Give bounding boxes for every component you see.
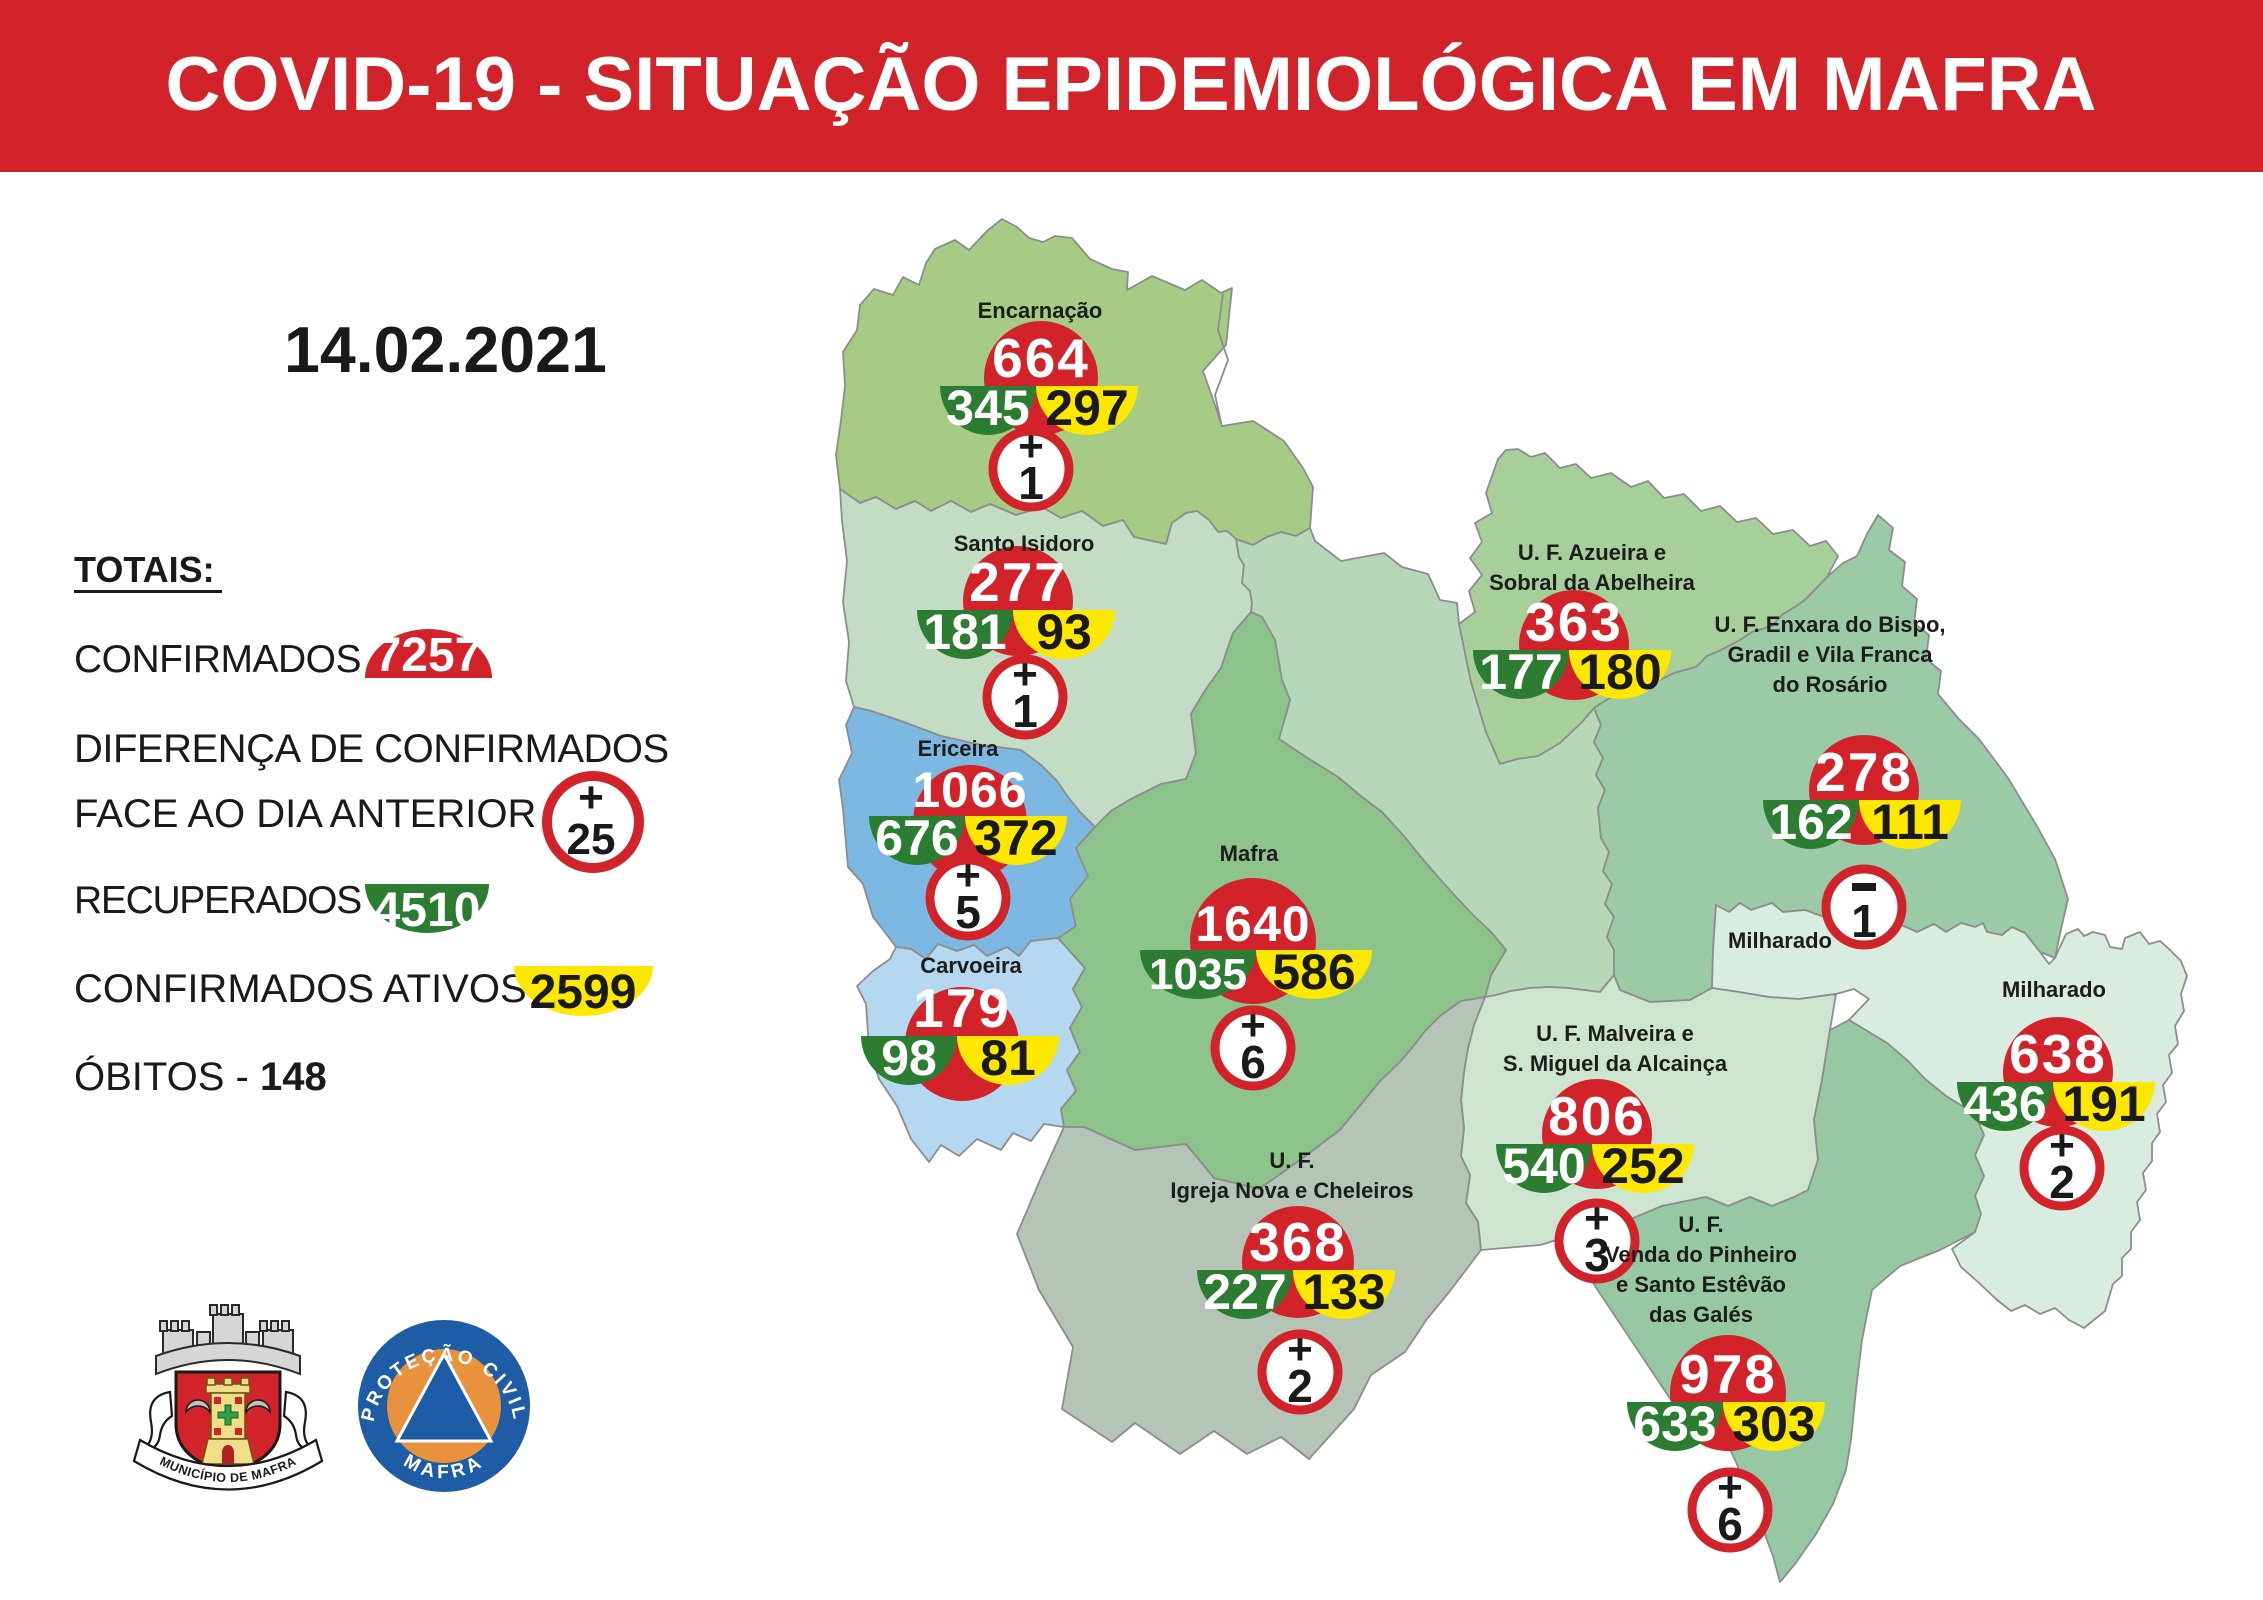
svg-text:14.02.2021: 14.02.2021 — [284, 314, 607, 386]
svg-text:+: + — [1717, 1463, 1743, 1512]
svg-text:e Santo Estêvão: e Santo Estêvão — [1616, 1272, 1786, 1297]
svg-text:+: + — [1018, 422, 1044, 471]
svg-text:U. F.: U. F. — [1269, 1148, 1314, 1173]
svg-text:180: 180 — [1578, 644, 1661, 700]
svg-text:2: 2 — [2049, 1156, 2075, 1208]
svg-text:297: 297 — [1045, 380, 1128, 436]
svg-text:3: 3 — [1584, 1229, 1610, 1281]
svg-text:TOTAIS:: TOTAIS: — [74, 549, 215, 590]
svg-text:+: + — [1584, 1194, 1610, 1243]
svg-text:303: 303 — [1732, 1396, 1815, 1452]
svg-text:277: 277 — [969, 551, 1067, 613]
svg-text:Milharado: Milharado — [2002, 977, 2106, 1002]
svg-text:664: 664 — [992, 327, 1090, 389]
svg-text:+: + — [1287, 1325, 1313, 1374]
svg-text:978: 978 — [1679, 1343, 1777, 1405]
svg-text:+: + — [1012, 650, 1038, 699]
svg-text:5: 5 — [955, 886, 981, 938]
svg-text:162: 162 — [1769, 794, 1852, 850]
svg-text:133: 133 — [1302, 1264, 1385, 1320]
svg-text:363: 363 — [1525, 591, 1623, 653]
svg-text:98: 98 — [881, 1030, 937, 1086]
svg-text:586: 586 — [1272, 944, 1355, 1000]
svg-text:6: 6 — [1717, 1498, 1743, 1550]
svg-text:345: 345 — [946, 380, 1029, 436]
svg-text:638: 638 — [2009, 1023, 2107, 1085]
svg-text:Carvoeira: Carvoeira — [920, 953, 1022, 978]
svg-text:U. F. Malveira e: U. F. Malveira e — [1536, 1021, 1694, 1046]
svg-text:1640: 1640 — [1195, 896, 1310, 952]
svg-text:252: 252 — [1601, 1138, 1684, 1194]
svg-text:CONFIRMADOS ATIVOS: CONFIRMADOS ATIVOS — [74, 967, 527, 1011]
svg-text:1066: 1066 — [912, 762, 1027, 818]
svg-text:+: + — [1240, 1001, 1266, 1050]
svg-text:806: 806 — [1548, 1085, 1646, 1147]
svg-text:7257: 7257 — [375, 629, 482, 682]
svg-text:93: 93 — [1036, 604, 1092, 660]
svg-text:do Rosário: do Rosário — [1773, 672, 1888, 697]
svg-text:Gradil e Vila Franca: Gradil e Vila Franca — [1727, 642, 1933, 667]
svg-text:191: 191 — [2062, 1076, 2145, 1132]
svg-text:FACE AO DIA ANTERIOR: FACE AO DIA ANTERIOR — [74, 792, 536, 836]
svg-text:COVID-19 - SITUAÇÃO EPIDEMIOLÓ: COVID-19 - SITUAÇÃO EPIDEMIOLÓGICA EM MA… — [165, 42, 2096, 127]
svg-text:DIFERENÇA DE CONFIRMADOS: DIFERENÇA DE CONFIRMADOS — [74, 727, 669, 771]
svg-text:2599: 2599 — [530, 966, 637, 1019]
svg-text:177: 177 — [1479, 644, 1562, 700]
svg-text:633: 633 — [1633, 1396, 1716, 1452]
svg-text:181: 181 — [923, 604, 1006, 660]
svg-text:2: 2 — [1287, 1360, 1313, 1412]
svg-text:372: 372 — [974, 810, 1057, 866]
svg-text:+: + — [578, 773, 604, 822]
svg-text:25: 25 — [567, 815, 616, 864]
svg-text:1035: 1035 — [1149, 950, 1247, 999]
svg-text:676: 676 — [875, 810, 958, 866]
svg-text:6: 6 — [1240, 1036, 1266, 1088]
svg-text:1: 1 — [1018, 457, 1044, 509]
svg-text:Sobral da Abelheira: Sobral da Abelheira — [1489, 570, 1696, 595]
svg-text:Santo Isidoro: Santo Isidoro — [954, 531, 1095, 556]
svg-text:U. F.: U. F. — [1678, 1212, 1723, 1237]
svg-text:S. Miguel da Alcainça: S. Miguel da Alcainça — [1503, 1051, 1728, 1076]
svg-text:227: 227 — [1203, 1264, 1286, 1320]
svg-text:4510: 4510 — [374, 884, 481, 937]
svg-text:CONFIRMADOS: CONFIRMADOS — [74, 638, 361, 681]
svg-text:540: 540 — [1502, 1138, 1585, 1194]
svg-text:Encarnação: Encarnação — [978, 298, 1103, 323]
svg-text:U. F. Enxara do Bispo,: U. F. Enxara do Bispo, — [1714, 612, 1945, 637]
svg-text:ÓBITOS - 148: ÓBITOS - 148 — [74, 1054, 327, 1099]
svg-text:das Galés: das Galés — [1649, 1302, 1753, 1327]
svg-text:179: 179 — [913, 977, 1011, 1039]
svg-text:1: 1 — [1851, 895, 1877, 947]
svg-text:RECUPERADOS: RECUPERADOS — [74, 879, 361, 922]
svg-text:1: 1 — [1012, 685, 1038, 737]
svg-text:+: + — [955, 851, 981, 900]
svg-text:U. F. Azueira e: U. F. Azueira e — [1518, 540, 1666, 565]
svg-text:111: 111 — [1871, 794, 1949, 850]
svg-text:Venda do Pinheiro: Venda do Pinheiro — [1605, 1242, 1797, 1267]
svg-text:436: 436 — [1963, 1076, 2046, 1132]
svg-text:Mafra: Mafra — [1220, 841, 1279, 866]
svg-text:368: 368 — [1249, 1211, 1347, 1273]
svg-text:Igreja Nova e Cheleiros: Igreja Nova e Cheleiros — [1170, 1178, 1413, 1203]
svg-text:Ericeira: Ericeira — [918, 736, 999, 761]
svg-text:278: 278 — [1815, 741, 1913, 803]
svg-text:Milharado: Milharado — [1728, 928, 1832, 953]
svg-text:81: 81 — [980, 1030, 1036, 1086]
svg-text:+: + — [2049, 1121, 2075, 1170]
